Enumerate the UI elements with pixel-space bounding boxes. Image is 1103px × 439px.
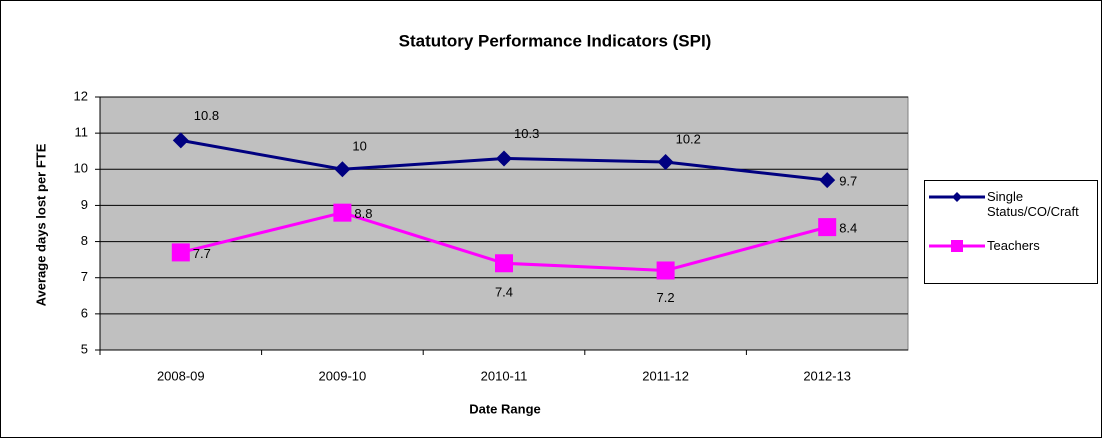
legend-label: Single Status/CO/Craft <box>987 189 1079 219</box>
x-tick-label: 2010-11 <box>481 368 528 383</box>
legend-marker <box>951 240 963 252</box>
legend-swatch <box>929 240 985 252</box>
data-label: 8.8 <box>354 206 372 221</box>
plot-area <box>99 96 909 351</box>
y-tick-label: 6 <box>81 305 88 320</box>
data-label: 7.4 <box>495 285 513 300</box>
point <box>333 203 352 222</box>
x-axis-label: Date Range <box>469 401 541 416</box>
x-tick-label: 2008-09 <box>157 368 205 383</box>
data-label: 8.4 <box>839 221 857 236</box>
point <box>657 154 674 171</box>
legend: Single Status/CO/Craft Teachers <box>924 180 1098 284</box>
y-tick-label: 10 <box>74 161 88 176</box>
data-label: 10.3 <box>514 126 539 141</box>
point <box>334 161 351 178</box>
y-tick-label: 7 <box>81 269 88 284</box>
legend-label: Teachers <box>987 238 1040 253</box>
data-label: 10 <box>352 139 366 154</box>
point <box>656 261 675 280</box>
data-label: 10.2 <box>676 131 701 146</box>
point <box>496 150 512 167</box>
legend-marker <box>952 192 962 202</box>
data-label: 10.8 <box>194 108 219 123</box>
data-label: 9.7 <box>839 174 857 189</box>
data-label: 7.7 <box>193 246 211 261</box>
y-tick-label: 12 <box>74 88 88 103</box>
legend-swatch <box>929 192 985 202</box>
y-axis-label: Average days lost per FTE <box>33 143 48 306</box>
y-tick-label: 9 <box>81 197 88 212</box>
data-label: 7.2 <box>657 290 675 305</box>
chart-title: Statutory Performance Indicators (SPI) <box>399 31 712 50</box>
x-tick-label: 2011-12 <box>642 368 689 383</box>
point <box>171 243 190 262</box>
point <box>495 254 513 273</box>
x-tick-label: 2012-13 <box>803 368 851 383</box>
point <box>172 132 189 149</box>
y-tick-label: 11 <box>75 125 89 140</box>
y-tick-label: 8 <box>81 233 88 248</box>
x-tick-label: 2009-10 <box>319 368 367 383</box>
y-tick-label: 5 <box>81 341 88 356</box>
point <box>818 218 837 237</box>
point <box>819 172 836 189</box>
